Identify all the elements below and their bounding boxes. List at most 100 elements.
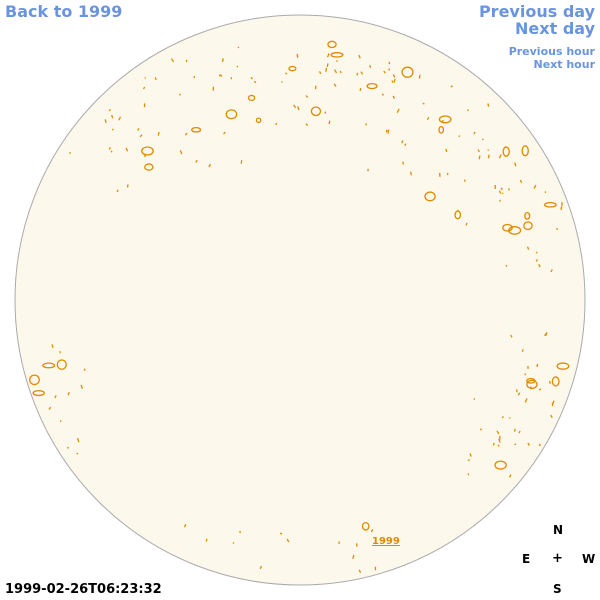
contour-speck <box>497 444 500 447</box>
contour-speck <box>396 108 400 113</box>
contour-speck <box>275 122 278 126</box>
contour-speck <box>492 442 495 446</box>
contour-speck <box>250 76 253 80</box>
contour-speck <box>286 538 290 543</box>
contour-speck <box>223 131 226 135</box>
contour-speck <box>253 80 257 84</box>
contour-speck <box>139 134 143 138</box>
contour-speck <box>385 129 388 133</box>
contour-speck <box>118 116 122 121</box>
contour-speck <box>521 349 524 352</box>
contour-speck <box>418 74 421 79</box>
contour-speck <box>498 154 502 159</box>
contour-speck <box>426 116 430 121</box>
contour-speck <box>381 93 385 96</box>
contour-speck <box>305 123 309 126</box>
contour-speck <box>280 81 283 83</box>
previous-day-link[interactable]: Previous day <box>478 2 595 21</box>
contour-speck <box>550 414 553 418</box>
contour-speck <box>333 69 338 74</box>
contour-speck <box>538 443 541 447</box>
contour-speck <box>116 189 119 193</box>
contour-speck <box>111 114 114 119</box>
contour-speck <box>502 223 513 232</box>
contour-speck <box>296 53 299 58</box>
contour-speck <box>240 160 243 164</box>
contour-speck <box>526 246 530 250</box>
contour-speck <box>392 74 396 78</box>
contour-speck <box>239 530 242 534</box>
contour-speck <box>68 151 72 154</box>
year-link[interactable]: 1999 <box>372 536 400 547</box>
back-to-year-link[interactable]: Back to 1999 <box>5 2 123 21</box>
contour-speck <box>104 119 107 123</box>
contour-speck <box>467 458 471 462</box>
contour-speck <box>154 77 157 81</box>
next-day-link[interactable]: Next day <box>515 19 595 38</box>
contour-speck <box>518 430 521 434</box>
contour-speck <box>550 269 553 273</box>
contour-speck <box>328 120 331 125</box>
contour-speck <box>401 66 414 78</box>
compass-north-label: N <box>553 523 564 537</box>
contour-speck <box>110 150 113 153</box>
contour-speck <box>54 395 57 399</box>
contour-speck <box>445 148 448 153</box>
contour-speck <box>325 67 328 72</box>
contour-speck <box>538 264 541 268</box>
contour-speck <box>473 131 476 135</box>
contour-speck <box>56 359 67 370</box>
contour-speck <box>184 132 188 136</box>
contour-speck <box>479 428 483 431</box>
contour-speck <box>80 384 84 389</box>
contour-speck <box>502 146 510 157</box>
contour-speck <box>178 93 182 96</box>
contour-speck <box>402 161 405 165</box>
observation-timestamp: 1999-02-26T06:23:32 <box>5 582 162 597</box>
contour-speck <box>496 430 500 435</box>
contour-speck <box>108 147 111 150</box>
contour-speck <box>391 80 394 83</box>
solar-disk <box>14 14 586 586</box>
magnetic-contours <box>29 40 570 573</box>
contour-speck <box>310 106 322 117</box>
contour-speck <box>530 386 533 390</box>
contour-speck <box>538 388 542 391</box>
contour-speck <box>477 149 480 153</box>
contour-speck <box>387 129 390 134</box>
contour-speck <box>157 131 160 136</box>
contour-speck <box>236 65 239 68</box>
contour-speck <box>279 532 283 535</box>
contour-speck <box>237 46 240 49</box>
contour-speck <box>438 115 452 124</box>
contour-speck <box>67 446 69 449</box>
contour-speck <box>552 400 555 404</box>
contour-speck <box>352 554 355 559</box>
contour-speck <box>521 145 529 157</box>
contour-speck <box>560 206 563 210</box>
contour-speck <box>524 211 531 220</box>
contour-speck <box>83 368 86 371</box>
contour-speck <box>514 443 517 446</box>
previous-hour-link[interactable]: Previous hour <box>508 45 595 58</box>
contour-speck <box>422 102 425 105</box>
contour-speck <box>142 86 146 90</box>
contour-speck <box>517 392 521 396</box>
contour-speck <box>305 95 309 98</box>
contour-speck <box>370 529 374 533</box>
contour-speck <box>368 65 372 69</box>
contour-speck <box>508 474 512 478</box>
contour-speck <box>32 390 45 397</box>
contour-speck <box>195 159 198 163</box>
contour-speck <box>555 227 559 231</box>
contour-speck <box>219 74 223 77</box>
contour-speck <box>393 78 396 83</box>
contour-speck <box>519 179 523 183</box>
next-hour-link[interactable]: Next hour <box>533 58 596 71</box>
contour-speck <box>359 87 362 92</box>
contour-speck <box>383 70 386 74</box>
contour-speck <box>465 222 468 226</box>
contour-speck <box>536 363 539 368</box>
contour-speck <box>108 108 112 112</box>
